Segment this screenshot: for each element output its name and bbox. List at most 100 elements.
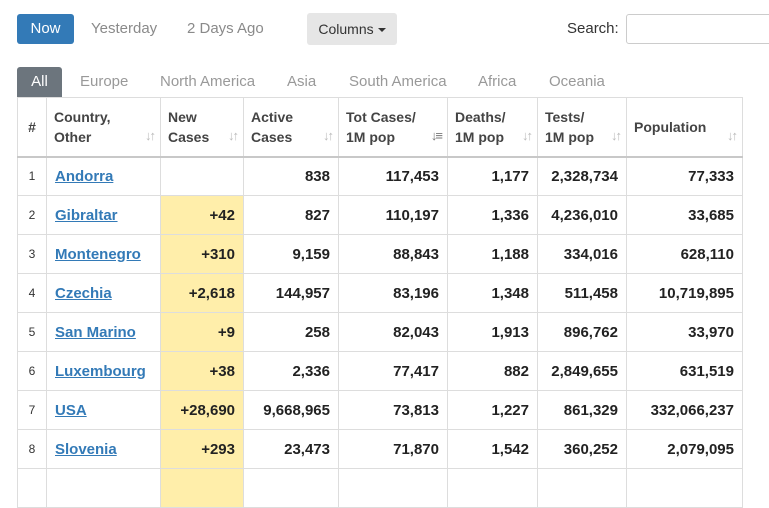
table-row: 6 Luxembourg +38 2,336 77,417 882 2,849,… [17, 351, 743, 391]
table-row: 3 Montenegro +310 9,159 88,843 1,188 334… [17, 234, 743, 274]
population-cell [626, 468, 743, 508]
row-number: 2 [17, 195, 47, 235]
row-number: 6 [17, 351, 47, 391]
table-row: 4 Czechia +2,618 144,957 83,196 1,348 51… [17, 273, 743, 313]
table-row: 1 Andorra 838 117,453 1,177 2,328,734 77… [17, 156, 743, 196]
tab-south-america[interactable]: South America [349, 73, 447, 90]
tot-cases-cell: 71,870 [338, 429, 448, 469]
new-cases-cell: +2,618 [160, 273, 244, 313]
deaths-cell [447, 468, 538, 508]
tab-asia[interactable]: Asia [287, 73, 317, 90]
tab-all[interactable]: All [17, 67, 62, 97]
active-cases-cell: 23,473 [243, 429, 339, 469]
active-cases-cell: 827 [243, 195, 339, 235]
new-cases-cell: +310 [160, 234, 244, 274]
two-days-ago-button[interactable]: 2 Days Ago [187, 20, 264, 37]
row-number: 4 [17, 273, 47, 313]
tests-cell: 861,329 [537, 390, 627, 430]
tot-cases-cell [338, 468, 448, 508]
now-button[interactable]: Now [17, 14, 74, 44]
active-cases-cell: 9,668,965 [243, 390, 339, 430]
country-cell [46, 468, 161, 508]
header-population[interactable]: Population ↓↑ [626, 97, 743, 158]
country-link[interactable]: Montenegro [55, 245, 141, 263]
row-number: 7 [17, 390, 47, 430]
country-link[interactable]: Slovenia [55, 440, 117, 458]
search-input[interactable] [626, 14, 769, 44]
country-link[interactable]: USA [55, 401, 87, 419]
sort-arrows-icon[interactable]: ↓↑ [522, 127, 533, 143]
table-row: 8 Slovenia +293 23,473 71,870 1,542 360,… [17, 429, 743, 469]
deaths-cell: 1,542 [447, 429, 538, 469]
columns-dropdown-button[interactable]: Columns [307, 13, 397, 45]
new-cases-cell: +9 [160, 312, 244, 352]
table-row: 5 San Marino +9 258 82,043 1,913 896,762… [17, 312, 743, 352]
country-link[interactable]: Czechia [55, 284, 112, 302]
row-number: 8 [17, 429, 47, 469]
active-cases-cell: 2,336 [243, 351, 339, 391]
tab-oceania[interactable]: Oceania [549, 73, 605, 90]
tests-cell: 4,236,010 [537, 195, 627, 235]
table-row: 2 Gibraltar +42 827 110,197 1,336 4,236,… [17, 195, 743, 235]
tests-cell: 2,328,734 [537, 156, 627, 196]
row-number: 1 [17, 156, 47, 196]
tot-cases-cell: 117,453 [338, 156, 448, 196]
active-cases-cell: 9,159 [243, 234, 339, 274]
tab-africa[interactable]: Africa [478, 73, 517, 90]
tests-cell: 2,849,655 [537, 351, 627, 391]
active-cases-cell: 838 [243, 156, 339, 196]
sort-descending-icon[interactable]: ↓≡ [430, 127, 443, 143]
new-cases-cell [160, 468, 244, 508]
table-header-row: # Country, Other ↓↑ New Cases ↓↑ Active Cases… [17, 97, 743, 158]
table-row: 7 USA +28,690 9,668,965 73,813 1,227 861… [17, 390, 743, 430]
tot-cases-cell: 88,843 [338, 234, 448, 274]
sort-arrows-icon[interactable]: ↓↑ [323, 127, 334, 143]
tests-cell: 360,252 [537, 429, 627, 469]
country-link[interactable]: Luxembourg [55, 362, 146, 380]
sort-arrows-icon[interactable]: ↓↑ [727, 127, 738, 143]
population-cell: 2,079,095 [626, 429, 743, 469]
deaths-cell: 1,913 [447, 312, 538, 352]
header-number: # [17, 97, 47, 158]
new-cases-cell: +42 [160, 195, 244, 235]
row-number [17, 468, 47, 508]
header-country[interactable]: Country, Other ↓↑ [46, 97, 161, 158]
population-cell: 10,719,895 [626, 273, 743, 313]
sort-arrows-icon[interactable]: ↓↑ [145, 127, 156, 143]
new-cases-cell [160, 156, 244, 196]
tab-europe[interactable]: Europe [80, 73, 129, 90]
population-cell: 628,110 [626, 234, 743, 274]
population-cell: 631,519 [626, 351, 743, 391]
columns-label: Columns [318, 21, 374, 37]
tot-cases-cell: 83,196 [338, 273, 448, 313]
active-cases-cell: 144,957 [243, 273, 339, 313]
tot-cases-cell: 110,197 [338, 195, 448, 235]
country-link[interactable]: Gibraltar [55, 206, 118, 224]
tests-cell: 334,016 [537, 234, 627, 274]
tab-north-america[interactable]: North America [160, 73, 256, 90]
country-link[interactable]: Andorra [55, 167, 114, 185]
new-cases-cell: +293 [160, 429, 244, 469]
yesterday-button[interactable]: Yesterday [91, 20, 158, 37]
active-cases-cell: 258 [243, 312, 339, 352]
population-cell: 33,685 [626, 195, 743, 235]
new-cases-cell: +38 [160, 351, 244, 391]
new-cases-cell: +28,690 [160, 390, 244, 430]
population-cell: 77,333 [626, 156, 743, 196]
active-cases-cell [243, 468, 339, 508]
header-new-cases[interactable]: New Cases ↓↑ [160, 97, 244, 158]
country-link[interactable]: San Marino [55, 323, 136, 341]
header-tot-cases-per-1m[interactable]: Tot Cases/1M pop ↓≡ [338, 97, 448, 158]
deaths-cell: 1,227 [447, 390, 538, 430]
header-deaths-per-1m[interactable]: Deaths/1M pop ↓↑ [447, 97, 538, 158]
sort-arrows-icon[interactable]: ↓↑ [228, 127, 239, 143]
search-label: Search: [567, 20, 619, 37]
sort-arrows-icon[interactable]: ↓↑ [611, 127, 622, 143]
table-row [17, 468, 743, 508]
tests-cell: 511,458 [537, 273, 627, 313]
header-tests-per-1m[interactable]: Tests/1M pop ↓↑ [537, 97, 627, 158]
deaths-cell: 882 [447, 351, 538, 391]
tot-cases-cell: 82,043 [338, 312, 448, 352]
deaths-cell: 1,336 [447, 195, 538, 235]
header-active-cases[interactable]: Active Cases ↓↑ [243, 97, 339, 158]
